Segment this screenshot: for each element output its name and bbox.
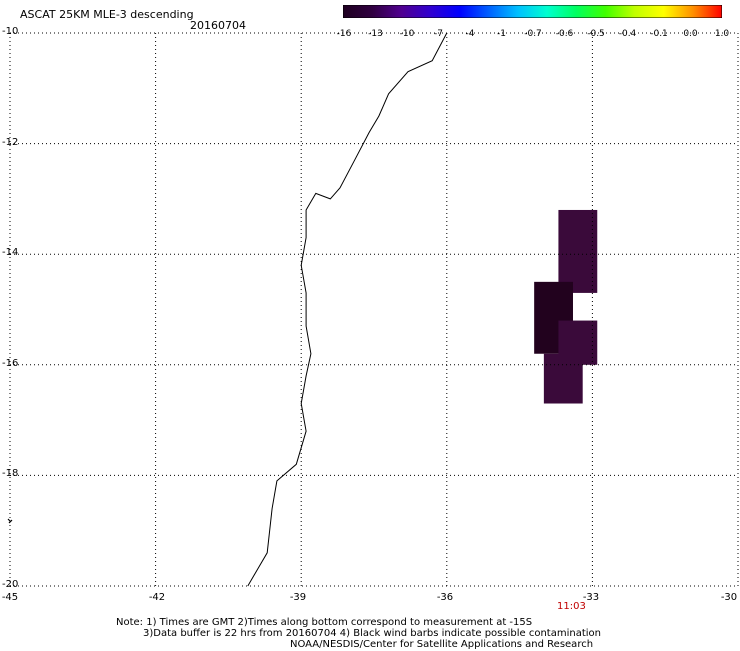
x-tick-label: -30 bbox=[720, 592, 738, 603]
x-tick-label: -33 bbox=[582, 592, 600, 603]
x-tick-label: -39 bbox=[289, 592, 307, 603]
data-cell bbox=[543, 353, 583, 404]
x-tick-label: -42 bbox=[148, 592, 166, 603]
colorbar-gradient bbox=[343, 5, 722, 18]
colorbar-label: -0.4 bbox=[619, 29, 637, 38]
y-tick-label: -20 bbox=[2, 579, 19, 590]
colorbar-label: -0.6 bbox=[556, 29, 574, 38]
chart-date: 20160704 bbox=[190, 19, 246, 32]
colorbar bbox=[343, 5, 722, 18]
data-cell bbox=[558, 209, 598, 293]
y-tick-label: -10 bbox=[2, 26, 19, 37]
y-tick-label: -14 bbox=[2, 247, 19, 258]
note-line: Note: 1) Times are GMT 2)Times along bot… bbox=[116, 617, 533, 628]
x-tick-label: -45 bbox=[1, 592, 19, 603]
island-marker bbox=[7, 518, 13, 524]
y-tick-label: -18 bbox=[2, 468, 19, 479]
credit-line: NOAA/NESDIS/Center for Satellite Applica… bbox=[290, 639, 594, 650]
colorbar-label: -1 bbox=[497, 29, 506, 38]
colorbar-label: -13 bbox=[368, 29, 383, 38]
time-label: 11:03 bbox=[557, 601, 586, 612]
note-line: 3)Data buffer is 22 hrs from 20160704 4)… bbox=[143, 628, 601, 639]
chart-title: ASCAT 25KM MLE-3 descending bbox=[20, 8, 194, 21]
y-tick-label: -16 bbox=[2, 358, 19, 369]
coastline bbox=[247, 32, 448, 587]
colorbar-label: -0.7 bbox=[524, 29, 542, 38]
y-tick-label: -12 bbox=[2, 137, 19, 148]
colorbar-label: -10 bbox=[400, 29, 415, 38]
colorbar-label: -0.5 bbox=[587, 29, 605, 38]
x-tick-label: -36 bbox=[436, 592, 454, 603]
colorbar-label: -16 bbox=[337, 29, 352, 38]
